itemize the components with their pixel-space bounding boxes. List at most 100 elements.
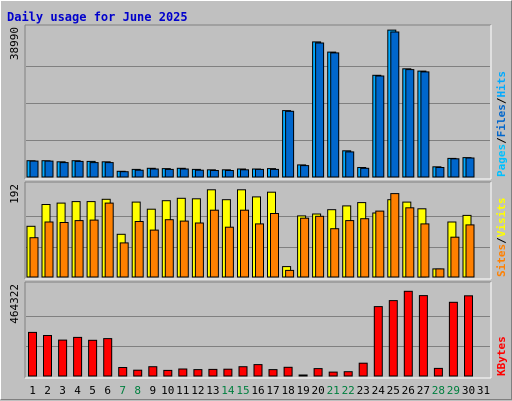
bar-sites-day-23 [360, 218, 370, 278]
x-axis-tick-labels: 1 2 3 4 5 6 7 8 9 10 11 12 13 14 15 16 17 18 19 20 21 22 23 24 2… [29, 384, 490, 397]
x-tick-label: 18 [281, 384, 294, 397]
bar-sites-day-17 [270, 213, 279, 278]
legend-separator: / [495, 237, 508, 244]
bar-files-day-3 [59, 162, 69, 178]
bar-kbytes-day-1 [28, 331, 37, 377]
x-tick-label: 23 [357, 384, 370, 397]
legend-separator: / [495, 137, 508, 144]
bar-sites-day-20 [315, 215, 325, 278]
bar-kbytes-day-15 [238, 366, 248, 377]
bar-files-day-25 [390, 31, 400, 178]
bar-files-day-19 [300, 165, 310, 178]
x-tick-label: 2 [44, 384, 51, 397]
panel-hits-files-pages: 38990 Pages/Files/Hits [8, 24, 508, 180]
bar-files-day-14 [224, 170, 234, 178]
bar-files-day-5 [89, 162, 99, 178]
legend: KBytes [495, 336, 508, 376]
bar-sites-day-3 [59, 222, 69, 278]
bar-sites-day-12 [194, 222, 204, 278]
bar-kbytes-day-12 [193, 369, 203, 377]
bar-files-day-18 [285, 110, 295, 178]
bar-kbytes-day-14 [223, 368, 233, 377]
bar-sites-day-27 [420, 223, 430, 278]
bar-kbytes-day-5 [88, 339, 98, 377]
bar-sites-day-9 [149, 229, 159, 278]
x-tick-label: 31 [477, 384, 490, 397]
legend-separator: / [495, 97, 508, 104]
legend: Pages/Files/Hits [495, 71, 508, 177]
bar-sites-day-10 [164, 219, 174, 278]
bar-sites-day-24 [375, 210, 385, 278]
bar-sites-day-14 [224, 226, 234, 278]
x-tick-label: 29 [447, 384, 460, 397]
x-tick-label: 3 [59, 384, 66, 397]
x-tick-label: 10 [161, 384, 174, 397]
chart-title: Daily usage for June 2025 [7, 10, 188, 24]
bar-files-day-13 [209, 170, 219, 178]
x-tick-label: 9 [149, 384, 156, 397]
legend-item-hits: Hits [495, 71, 508, 98]
bar-files-day-7 [119, 171, 129, 178]
bar-kbytes-day-25 [388, 300, 398, 377]
y-max-label: 38990 [8, 27, 21, 60]
x-tick-label: 1 [29, 384, 36, 397]
bar-files-day-15 [240, 169, 249, 178]
bar-kbytes-day-21 [328, 371, 338, 377]
bar-sites-day-15 [240, 209, 249, 278]
bar-kbytes-day-20 [313, 368, 323, 377]
x-tick-label: 14 [221, 384, 235, 397]
bar-files-day-23 [360, 167, 370, 178]
bar-sites-day-5 [89, 219, 99, 278]
bar-files-day-26 [405, 69, 415, 178]
bar-kbytes-day-4 [73, 336, 83, 377]
x-tick-label: 27 [417, 384, 430, 397]
bar-kbytes-day-27 [418, 295, 428, 377]
x-tick-label: 8 [134, 384, 141, 397]
x-tick-label: 24 [372, 384, 386, 397]
bar-files-day-29 [450, 158, 460, 178]
bar-sites-day-2 [44, 221, 54, 278]
legend: Sites/Visits [495, 198, 508, 278]
bar-sites-day-29 [450, 236, 460, 278]
legend-item-kbytes: KBytes [495, 336, 508, 376]
x-tick-label: 4 [74, 384, 81, 397]
bar-sites-day-7 [119, 242, 129, 278]
bar-sites-day-22 [345, 220, 355, 278]
bar-kbytes-day-28 [433, 367, 443, 377]
x-tick-label: 16 [251, 384, 264, 397]
bar-sites-day-25 [390, 193, 400, 278]
legend-item-files: Files [495, 104, 508, 137]
bar-kbytes-day-11 [178, 368, 188, 377]
bar-files-day-20 [315, 42, 325, 178]
bar-files-day-22 [345, 151, 355, 178]
chart-panels: 38990 Pages/Files/Hits 192 Sites/Visits 4643… [8, 24, 508, 379]
bar-files-day-24 [375, 75, 385, 178]
x-tick-label: 26 [402, 384, 415, 397]
bar-files-day-1 [29, 160, 39, 178]
bar-kbytes-day-6 [103, 338, 113, 377]
bar-files-day-27 [420, 71, 430, 178]
bar-sites-day-1 [29, 237, 39, 278]
bar-kbytes-day-7 [118, 367, 128, 377]
bar-sites-day-21 [330, 228, 340, 278]
x-tick-label: 30 [462, 384, 475, 397]
x-tick-label: 19 [296, 384, 309, 397]
panel-kbytes: 464322 KBytes [8, 281, 508, 379]
y-max-label: 192 [8, 184, 21, 204]
y-max-label: 464322 [8, 284, 21, 324]
bar-files-day-28 [435, 167, 445, 178]
bar-sites-day-16 [255, 223, 264, 278]
bar-kbytes-day-9 [148, 366, 158, 377]
bar-kbytes-day-17 [268, 369, 278, 377]
bar-files-day-12 [194, 169, 204, 178]
bar-files-day-9 [149, 168, 159, 178]
x-tick-label: 25 [387, 384, 400, 397]
plot-area [25, 282, 491, 378]
x-tick-label: 20 [311, 384, 324, 397]
bar-files-day-4 [74, 160, 84, 178]
bar-files-day-21 [330, 52, 340, 178]
bar-kbytes-day-10 [163, 369, 173, 377]
bar-files-day-8 [134, 169, 144, 178]
legend-item-visits: Visits [495, 198, 508, 238]
